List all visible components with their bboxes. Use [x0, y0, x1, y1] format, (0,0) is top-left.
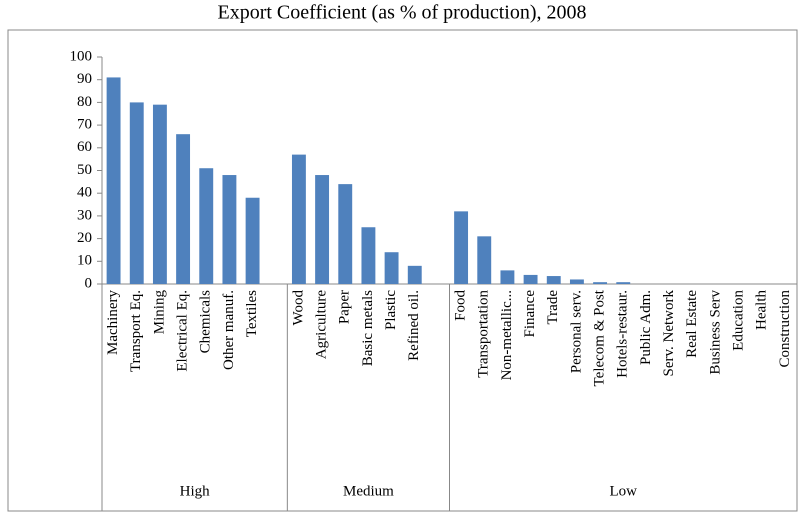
x-tick-label: Machinery [105, 290, 121, 355]
x-tick-label: Chemicals [198, 290, 214, 353]
y-tick-label: 80 [77, 94, 92, 110]
x-tick-label: Basic metals [360, 290, 376, 366]
chart-border [7, 29, 798, 512]
bar [477, 236, 492, 284]
x-tick-label: Education [731, 290, 747, 351]
bar [384, 252, 399, 284]
bar [245, 197, 260, 284]
bar [546, 276, 561, 284]
group-label: High [180, 483, 211, 499]
bar [407, 265, 422, 284]
x-tick-label: Public Adm. [638, 290, 654, 365]
x-tick-label: Food [453, 290, 469, 321]
x-tick-label: Paper [337, 290, 353, 324]
x-tick-label: Real Estate [684, 290, 700, 358]
x-tick-label: Transport Eq. [128, 290, 144, 372]
x-tick-label: Telecom & Post [592, 289, 608, 386]
x-tick-label: Transportation [476, 290, 492, 378]
y-tick-label: 50 [77, 162, 92, 178]
bar [129, 102, 144, 285]
group-label: Low [610, 483, 638, 499]
bar [361, 227, 376, 284]
y-tick-label: 100 [70, 48, 93, 64]
x-tick-label: Electrical Eq. [175, 290, 191, 372]
bar [338, 184, 353, 284]
y-tick-label: 70 [77, 117, 92, 133]
y-tick-label: 20 [77, 230, 92, 246]
bar [616, 282, 631, 284]
bar [152, 104, 167, 284]
x-tick-label: Construction [777, 290, 793, 368]
bar [569, 279, 584, 284]
y-tick-label: 90 [77, 71, 92, 87]
y-tick-label: 30 [77, 207, 92, 223]
bar [222, 175, 237, 284]
bar [500, 270, 515, 284]
chart-title: Export Coefficient (as % of production),… [218, 2, 587, 24]
bar [291, 154, 306, 284]
x-tick-label: Trade [545, 290, 561, 325]
x-tick-label: Health [754, 290, 770, 330]
y-tick-label: 40 [77, 185, 92, 201]
bar [176, 134, 191, 284]
bar [315, 175, 330, 284]
x-tick-label: Finance [522, 290, 538, 338]
x-tick-label: Other manuf. [221, 290, 237, 370]
x-tick-label: Business Serv [707, 290, 723, 375]
group-label: Medium [343, 483, 394, 499]
y-tick-label: 0 [85, 275, 93, 291]
bar [106, 77, 121, 285]
x-tick-label: Wood [290, 290, 306, 326]
bar [199, 168, 214, 284]
x-tick-label: Refined oil. [406, 290, 422, 361]
bar [523, 274, 538, 284]
x-tick-label: Non-metallic... [499, 290, 515, 380]
y-tick-label: 60 [77, 139, 92, 155]
x-tick-label: Serv. Network [661, 290, 677, 377]
y-tick-label: 10 [77, 253, 92, 269]
x-tick-label: Textiles [244, 290, 260, 337]
x-tick-label: Hotels-restaur. [615, 290, 631, 378]
bar [454, 211, 469, 284]
x-tick-label: Plastic [383, 290, 399, 330]
x-tick-label: Agriculture [314, 290, 330, 359]
x-tick-label: Personal serv. [568, 290, 584, 373]
x-tick-label: Mining [151, 290, 167, 335]
bar [593, 282, 608, 284]
